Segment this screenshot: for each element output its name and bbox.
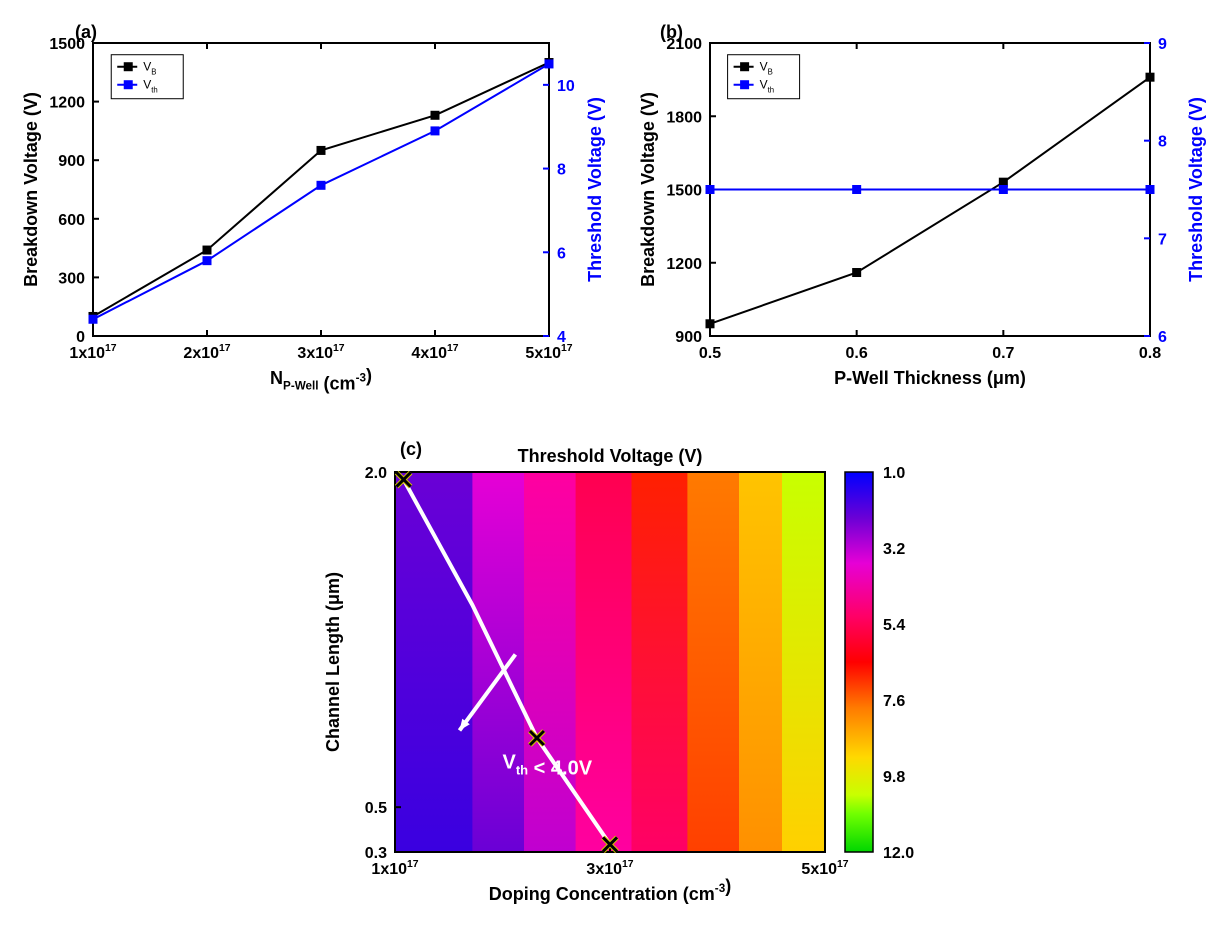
- svg-text:0.5: 0.5: [699, 345, 721, 362]
- svg-text:900: 900: [58, 153, 85, 170]
- svg-text:900: 900: [675, 329, 702, 346]
- svg-text:12.0: 12.0: [883, 845, 914, 862]
- svg-text:Breakdown Voltage (V): Breakdown Voltage (V): [638, 92, 658, 287]
- svg-text:Threshold Voltage (V): Threshold Voltage (V): [1186, 97, 1206, 282]
- svg-text:0.8: 0.8: [1139, 345, 1161, 362]
- svg-text:0.3: 0.3: [365, 845, 387, 862]
- svg-text:(b): (b): [660, 22, 683, 42]
- svg-text:0.6: 0.6: [846, 345, 868, 362]
- svg-text:Threshold Voltage (V): Threshold Voltage (V): [585, 97, 605, 282]
- svg-text:Channel Length (μm): Channel Length (μm): [323, 572, 343, 752]
- svg-text:0.5: 0.5: [365, 800, 387, 817]
- svg-text:9.8: 9.8: [883, 769, 905, 786]
- svg-text:7.6: 7.6: [883, 693, 905, 710]
- svg-text:1200: 1200: [666, 256, 702, 273]
- svg-text:3.2: 3.2: [883, 541, 905, 558]
- svg-text:6: 6: [557, 245, 566, 262]
- svg-text:7: 7: [1158, 231, 1167, 248]
- svg-text:300: 300: [58, 270, 85, 287]
- svg-text:8: 8: [557, 162, 566, 179]
- svg-text:P-Well Thickness (μm): P-Well Thickness (μm): [834, 368, 1026, 388]
- svg-text:6: 6: [1158, 329, 1167, 346]
- svg-text:1800: 1800: [666, 109, 702, 126]
- svg-text:8: 8: [1158, 134, 1167, 151]
- svg-text:(c): (c): [400, 439, 422, 459]
- svg-text:0: 0: [76, 329, 85, 346]
- svg-text:1200: 1200: [49, 95, 85, 112]
- svg-text:1500: 1500: [666, 183, 702, 200]
- svg-text:5.4: 5.4: [883, 617, 905, 634]
- svg-text:10: 10: [557, 78, 575, 95]
- svg-text:4: 4: [557, 329, 566, 346]
- svg-text:9: 9: [1158, 36, 1167, 53]
- svg-text:1.0: 1.0: [883, 465, 905, 482]
- svg-text:0.7: 0.7: [992, 345, 1014, 362]
- svg-text:600: 600: [58, 212, 85, 229]
- svg-text:Threshold Voltage (V): Threshold Voltage (V): [518, 446, 703, 466]
- svg-text:(a): (a): [75, 22, 97, 42]
- svg-text:Breakdown Voltage (V): Breakdown Voltage (V): [21, 92, 41, 287]
- svg-text:2.0: 2.0: [365, 465, 387, 482]
